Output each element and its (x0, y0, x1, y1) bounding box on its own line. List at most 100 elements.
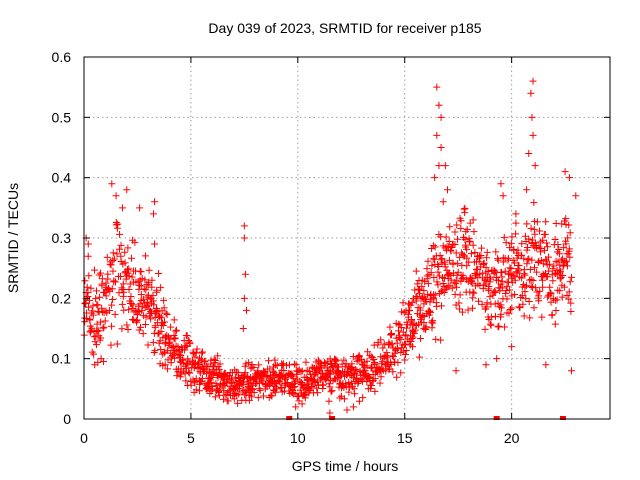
data-point (95, 327, 103, 335)
data-point (522, 294, 530, 302)
data-point (541, 246, 549, 254)
data-point (293, 370, 301, 378)
data-point (405, 300, 413, 308)
data-point (420, 319, 428, 327)
data-point (458, 308, 466, 316)
data-point (164, 365, 172, 373)
data-point (412, 267, 420, 275)
data-point (401, 356, 409, 364)
y-tick-label: 0.1 (52, 351, 72, 367)
data-point (434, 281, 442, 289)
data-point (163, 331, 171, 339)
data-point (408, 299, 416, 307)
data-point (271, 356, 279, 364)
data-point (102, 292, 110, 300)
x-tick-labels: 0 5 10 15 20 (80, 430, 520, 446)
data-point (325, 397, 333, 405)
data-point (137, 323, 145, 331)
data-point (481, 325, 489, 333)
data-point (89, 311, 97, 319)
data-point (441, 258, 449, 266)
data-point (187, 381, 195, 389)
data-point (480, 259, 488, 267)
data-point (521, 283, 529, 291)
data-point (525, 235, 533, 243)
data-point (445, 270, 453, 278)
data-point (464, 306, 472, 314)
data-point (148, 276, 156, 284)
data-point (397, 335, 405, 343)
data-point (531, 230, 539, 238)
data-point (523, 260, 531, 268)
data-point (152, 305, 160, 313)
data-point (191, 379, 199, 387)
data-point (124, 244, 132, 252)
data-point (327, 388, 335, 396)
data-point (128, 304, 136, 312)
data-point (478, 300, 486, 308)
data-point (113, 250, 121, 258)
data-point (543, 273, 551, 281)
data-point (326, 370, 334, 378)
data-point (191, 353, 199, 361)
data-point (352, 365, 360, 373)
data-point (431, 243, 439, 251)
data-point (395, 331, 403, 339)
data-point (319, 381, 327, 389)
data-point (413, 280, 421, 288)
data-point (530, 225, 538, 233)
data-point (185, 368, 193, 376)
data-point (354, 379, 362, 387)
data-point (259, 392, 267, 400)
data-point (340, 356, 348, 364)
data-point (122, 275, 130, 283)
data-point (486, 320, 494, 328)
data-point (94, 301, 102, 309)
outlier-point (433, 131, 441, 139)
data-point (491, 300, 499, 308)
data-point (150, 301, 158, 309)
data-point (137, 290, 145, 298)
data-point (565, 247, 573, 255)
data-point (198, 349, 206, 357)
data-point (131, 238, 139, 246)
data-point (349, 353, 357, 361)
data-point (482, 277, 490, 285)
data-point (420, 287, 428, 295)
data-point (521, 271, 529, 279)
data-point (447, 247, 455, 255)
data-point (422, 323, 430, 331)
data-point (87, 328, 95, 336)
data-point (230, 395, 238, 403)
data-point (97, 269, 105, 277)
data-point (556, 287, 564, 295)
data-point (199, 348, 207, 356)
data-point (555, 246, 563, 254)
data-point (139, 330, 147, 338)
data-point (284, 379, 292, 387)
outlier-point (97, 355, 105, 363)
data-point (490, 287, 498, 295)
data-point (453, 235, 461, 243)
data-point (147, 315, 155, 323)
data-point (125, 306, 133, 314)
y-tick-label: 0.4 (52, 170, 72, 186)
data-point (313, 378, 321, 386)
data-point (110, 255, 118, 263)
outlier-point (292, 403, 300, 411)
data-point (515, 262, 523, 270)
data-point (97, 318, 105, 326)
data-point (499, 258, 507, 266)
data-point (461, 236, 469, 244)
data-point (280, 367, 288, 374)
data-point (248, 363, 256, 371)
outlier-point (527, 89, 535, 97)
data-point (210, 355, 218, 363)
data-point (423, 265, 431, 273)
data-point (177, 351, 185, 359)
data-point (111, 310, 119, 318)
data-point (506, 306, 514, 314)
outlier-point (239, 325, 247, 332)
data-point (173, 372, 181, 380)
data-point (530, 199, 538, 207)
